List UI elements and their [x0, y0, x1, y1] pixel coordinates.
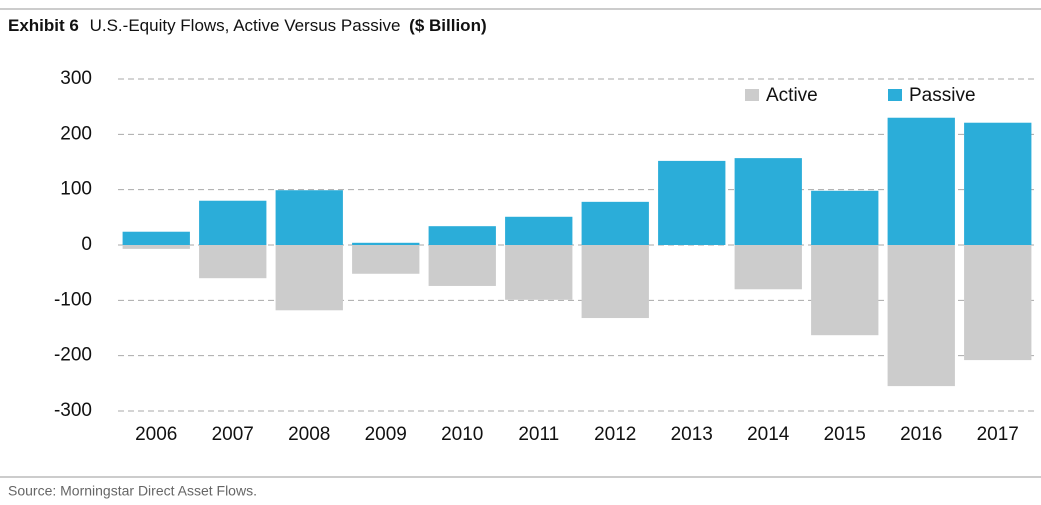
bar: [122, 231, 190, 245]
bar: [199, 245, 267, 279]
bar: [199, 200, 267, 245]
bar: [275, 190, 343, 245]
bar: [428, 245, 496, 286]
x-tick-label: 2015: [824, 424, 866, 445]
bar: [275, 245, 343, 311]
bar: [811, 190, 879, 245]
y-tick-label: -100: [54, 289, 92, 310]
x-tick-label: 2014: [747, 424, 790, 445]
bar: [352, 245, 420, 274]
title-label: Exhibit 6: [8, 16, 79, 35]
x-tick-label: 2007: [212, 424, 254, 445]
bar: [887, 117, 955, 245]
source-note: Source: Morningstar Direct Asset Flows.: [8, 483, 257, 499]
x-tick-label: 2010: [441, 424, 483, 445]
x-tick-label: 2011: [518, 424, 559, 445]
title-unit: ($ Billion): [409, 16, 486, 35]
bar: [505, 245, 573, 300]
chart-title: Exhibit 6 U.S.-Equity Flows, Active Vers…: [8, 16, 487, 35]
x-tick-label: 2016: [900, 424, 942, 445]
bar: [811, 245, 879, 336]
bar: [505, 216, 573, 245]
bar: [581, 245, 649, 319]
bar: [581, 201, 649, 245]
y-tick-label: 200: [60, 123, 92, 144]
y-tick-label: 300: [60, 68, 92, 89]
bar: [352, 242, 420, 245]
y-tick-label: -200: [54, 345, 92, 366]
x-tick-label: 2009: [365, 424, 407, 445]
bar: [887, 245, 955, 387]
bar: [734, 158, 802, 245]
bar: [964, 122, 1032, 245]
legend-label: Active: [766, 85, 818, 106]
y-tick-label: 100: [60, 179, 92, 200]
x-tick-label: 2008: [288, 424, 330, 445]
legend-swatch: [888, 89, 902, 101]
title-text: U.S.-Equity Flows, Active Versus Passive: [90, 16, 401, 35]
bar: [658, 160, 726, 245]
y-tick-label: -300: [54, 400, 92, 421]
legend-label: Passive: [909, 85, 976, 106]
bar: [964, 245, 1032, 361]
x-tick-label: 2017: [977, 424, 1019, 445]
y-tick-label: 0: [81, 234, 92, 255]
bar: [122, 245, 190, 249]
x-tick-label: 2012: [594, 424, 636, 445]
bar: [428, 226, 496, 245]
bar: [734, 245, 802, 290]
legend-swatch: [745, 89, 759, 101]
x-tick-label: 2013: [671, 424, 713, 445]
x-tick-label: 2006: [135, 424, 177, 445]
